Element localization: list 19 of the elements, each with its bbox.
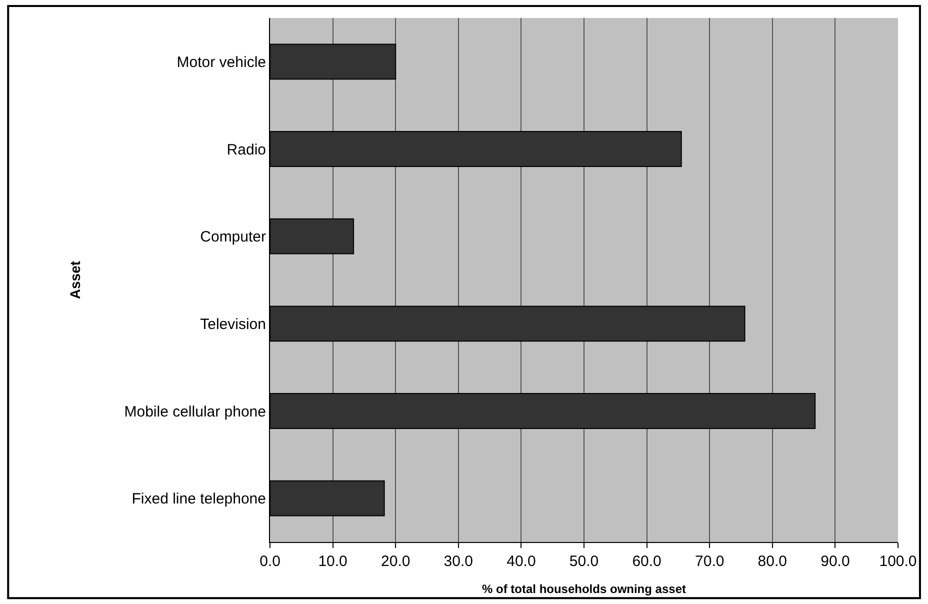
y-tick-label: Mobile cellular phone xyxy=(124,403,266,420)
x-tick-label: 70.0 xyxy=(695,553,724,570)
x-tick-label: 60.0 xyxy=(632,553,662,570)
y-axis-title: Asset xyxy=(66,260,83,300)
x-tick-label: 0.0 xyxy=(260,553,280,570)
x-tick-label: 100.0 xyxy=(879,553,917,570)
x-tick-label: 80.0 xyxy=(758,553,787,570)
y-tick-label: Television xyxy=(200,316,266,333)
x-tick-label: 50.0 xyxy=(569,553,599,570)
y-tick-label: Radio xyxy=(226,141,266,158)
x-tick-label: 30.0 xyxy=(444,553,473,570)
y-tick-label: Computer xyxy=(200,228,266,246)
y-tick-label: Motor vehicle xyxy=(176,54,266,71)
x-tick-label: 40.0 xyxy=(506,553,536,570)
x-tick-label: 20.0 xyxy=(381,553,410,570)
x-tick-label: 90.0 xyxy=(820,553,850,570)
y-tick-label: Fixed line telephone xyxy=(132,490,266,508)
x-axis-title: % of total households owning asset xyxy=(482,582,686,596)
x-tick-label: 10.0 xyxy=(318,553,348,570)
